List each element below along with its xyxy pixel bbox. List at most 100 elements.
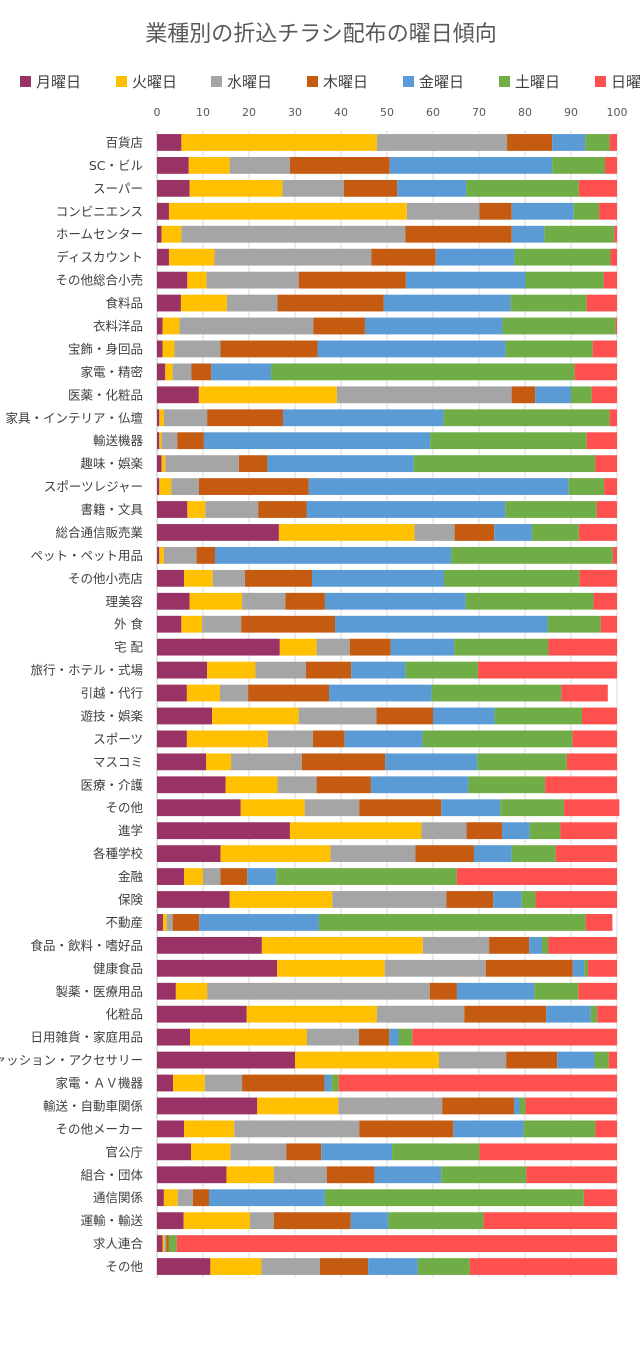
category-label: スポーツ <box>93 731 143 746</box>
bar-segment <box>473 845 512 863</box>
bar-segment <box>511 202 574 220</box>
bar-segment <box>157 409 160 427</box>
category-label: その他メーカー <box>55 1121 143 1136</box>
bar-segment <box>552 157 606 174</box>
category-label: 家具・インテリア・仏壇 <box>5 410 143 425</box>
bar-segment <box>529 822 561 840</box>
bar-segment <box>277 959 385 977</box>
bar-segment <box>573 202 600 220</box>
bar-segment <box>438 1051 507 1069</box>
category-label: 食料品 <box>105 296 143 311</box>
category-label: 食品・飲料・嗜好品 <box>30 938 143 953</box>
bar-segment <box>157 1189 164 1207</box>
bar-segment <box>289 822 422 840</box>
bar-segment <box>157 822 290 840</box>
bar-segment <box>181 225 406 243</box>
x-tick-label: 100 <box>607 106 628 119</box>
chart-title: 業種別の折込チラシ配布の曜日傾向 <box>145 22 497 47</box>
bar-segment <box>234 1120 360 1138</box>
bar-segment <box>561 684 608 702</box>
category-label: 医薬・化粧品 <box>68 387 143 402</box>
bar-segment <box>257 1097 339 1115</box>
bar-segment <box>572 730 617 748</box>
bar-segment <box>578 982 617 1000</box>
x-tick-label: 50 <box>380 106 394 119</box>
bar-segment <box>162 340 175 358</box>
bar-segment <box>165 363 173 381</box>
bar-segment <box>586 432 617 450</box>
bar-segment <box>571 386 592 404</box>
bar-segment <box>350 1212 389 1230</box>
bar-segment <box>319 1258 369 1275</box>
bar-segment <box>157 845 221 863</box>
bar-segment <box>258 501 307 518</box>
legend-swatch <box>499 76 510 87</box>
bar-segment <box>183 1212 250 1230</box>
bar-segment <box>588 959 617 977</box>
bar-segment <box>526 1166 617 1184</box>
bar-segment <box>157 134 182 151</box>
bar-segment <box>343 179 398 197</box>
bar-segment <box>443 409 610 427</box>
bar-segment <box>574 363 617 381</box>
legend-swatch <box>307 76 318 87</box>
bar-segment <box>511 386 536 404</box>
bar-segment <box>421 822 467 840</box>
bar-segment <box>190 1028 307 1046</box>
bar-segment <box>389 1028 399 1046</box>
bar-segment <box>313 317 365 335</box>
bar-segment <box>351 661 406 679</box>
bar-segment <box>590 1005 598 1023</box>
bar-segment <box>514 248 611 266</box>
bar-segment <box>431 684 562 702</box>
bar-segment <box>591 386 617 404</box>
bar-segment <box>479 202 512 220</box>
bar-segment <box>429 982 457 1000</box>
bar-segment <box>456 868 617 885</box>
bar-segment <box>276 868 457 885</box>
bar-segment <box>206 753 232 771</box>
bar-segment <box>157 1120 185 1138</box>
bar-segment <box>248 684 330 702</box>
category-label: 輸送機器 <box>93 433 144 448</box>
bar-segment <box>521 891 536 908</box>
bar-segment <box>277 776 317 794</box>
bar-segment <box>163 546 197 564</box>
bar-segment <box>165 455 239 473</box>
bar-segment <box>433 707 495 725</box>
bar-segment <box>603 271 617 289</box>
category-label: 日用雑貨・家庭用品 <box>30 1030 143 1045</box>
bar-segment <box>157 638 280 656</box>
legend: 月曜日 火曜日 水曜日 木曜日 金曜日 土曜日 日曜日 <box>20 73 640 91</box>
bar-segment <box>389 157 553 174</box>
bar-segment <box>548 936 617 954</box>
bar-segment <box>582 707 617 725</box>
bar-segment <box>405 271 526 289</box>
bar-segment <box>535 891 617 908</box>
bar-segment <box>168 202 407 220</box>
bar-segment <box>295 1051 439 1069</box>
bar-segment <box>384 959 486 977</box>
bar-segment <box>157 936 262 954</box>
bar-segment <box>525 1097 617 1115</box>
bar-segment <box>511 225 545 243</box>
bar-segment <box>578 524 617 541</box>
category-label: コンビニエンス <box>56 204 143 219</box>
bar-segment <box>176 1235 617 1252</box>
bar-segment <box>531 524 579 541</box>
legend-swatch <box>403 76 414 87</box>
bar-segment <box>163 1189 178 1207</box>
bar-segment <box>208 1189 325 1207</box>
bar-segment <box>157 248 169 266</box>
bar-segment <box>188 157 230 174</box>
bar-segment <box>586 294 617 312</box>
bar-segment <box>202 615 242 633</box>
bar-segment <box>477 753 567 771</box>
bar-segment <box>161 432 178 450</box>
bar-segment <box>444 569 580 587</box>
bar-segment <box>298 271 406 289</box>
bar-segment <box>324 1074 332 1092</box>
bar-segment <box>478 661 617 679</box>
bar-segment <box>544 225 615 243</box>
bar-segment <box>564 799 620 817</box>
